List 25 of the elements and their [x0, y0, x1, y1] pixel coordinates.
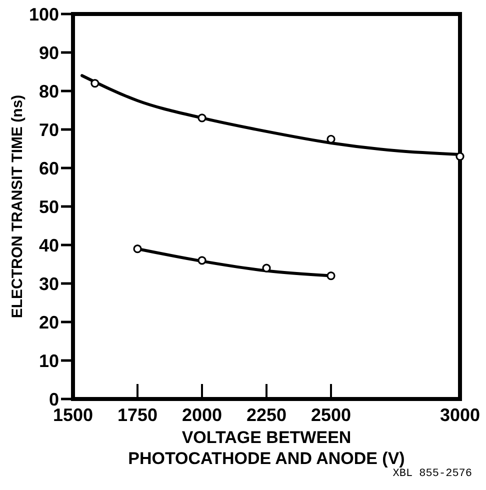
x-tick-label: 2000 — [182, 405, 222, 425]
y-tick-label: 20 — [38, 312, 59, 332]
x-axis-title: VOLTAGE BETWEEN PHOTOCATHODE AND ANODE (V) — [128, 428, 405, 468]
point — [133, 244, 142, 254]
y-tick-label: 90 — [38, 42, 59, 63]
y-tick-label: 50 — [38, 196, 59, 217]
point — [90, 79, 100, 88]
y-axis-title: ELECTRON TRANSIT TIME (ns) — [9, 94, 26, 318]
y-tick-label: 70 — [38, 120, 59, 140]
x-tick-label: 3000 — [440, 405, 480, 425]
y-tick-label: 40 — [38, 235, 59, 256]
y-tick-label: 100 — [28, 4, 59, 24]
y-tick-label: 80 — [38, 81, 59, 102]
text: XBL 855-2576 — [392, 468, 472, 480]
x-tick-label: 1750 — [117, 405, 158, 425]
point — [456, 152, 464, 161]
point — [198, 114, 206, 122]
y-tick-label: 30 — [38, 274, 59, 294]
y-tick-label: 10 — [38, 350, 59, 371]
x-tick-label: 2250 — [246, 405, 287, 425]
point — [262, 264, 271, 272]
y-tick-label: 60 — [38, 158, 59, 178]
point — [326, 272, 336, 280]
point — [198, 256, 206, 265]
x-tick-label: 2500 — [310, 405, 352, 425]
